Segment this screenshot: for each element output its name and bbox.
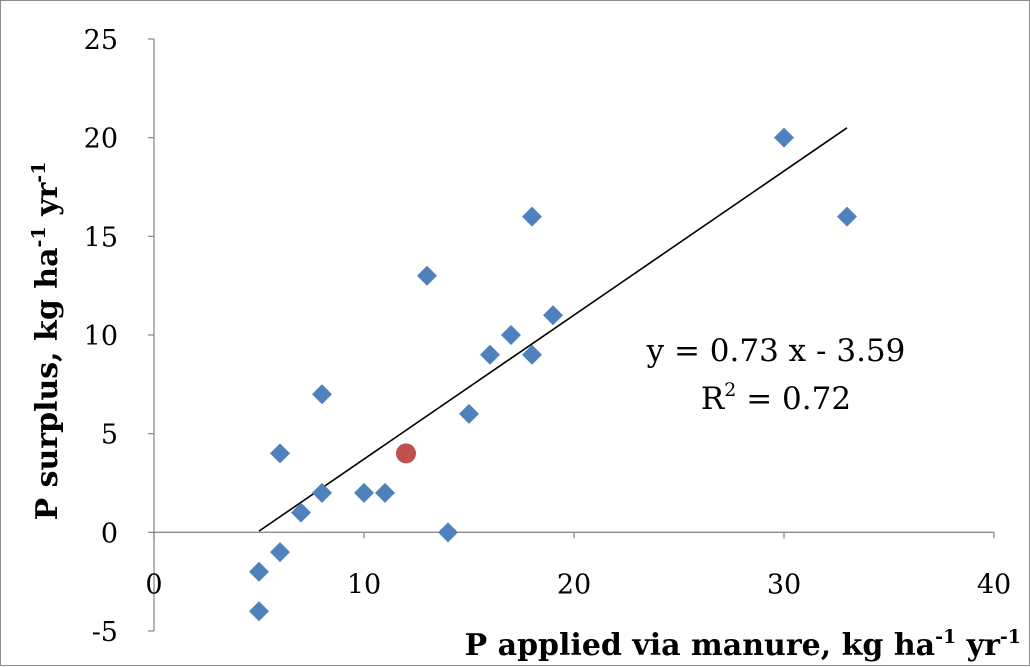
trendline-equation: y = 0.73 x - 3.59 xyxy=(646,333,906,369)
data-point-diamond xyxy=(249,561,269,582)
r-squared-value: = 0.72 xyxy=(736,381,851,417)
y-tick-label: 5 xyxy=(101,420,118,451)
data-point-diamond xyxy=(480,344,500,365)
y-tick-label: 15 xyxy=(84,222,118,253)
data-point-diamond xyxy=(291,502,311,523)
x-axis-title-mid: yr xyxy=(956,628,1001,663)
data-point-diamond xyxy=(837,206,857,227)
axes xyxy=(148,38,995,632)
data-point-diamond xyxy=(249,601,269,622)
y-axis-title-base: P surplus, kg ha xyxy=(30,247,65,520)
data-point-diamond xyxy=(270,443,290,464)
trendline-layer xyxy=(258,127,848,532)
x-axis-title: P applied via manure, kg ha-1 yr-1 xyxy=(465,626,1021,663)
data-point-diamond xyxy=(312,384,332,405)
x-tick-label: 30 xyxy=(767,569,801,600)
x-tick-label: 40 xyxy=(977,569,1011,600)
trendline xyxy=(258,127,848,532)
x-axis-title-exp1: -1 xyxy=(935,626,956,648)
data-point-diamond xyxy=(459,403,479,424)
r-squared-annotation: R2 = 0.72 xyxy=(701,379,851,417)
tick-labels: -5 0 5 10 15 20 25 0 10 20 30 40 xyxy=(84,25,1012,648)
x-tick-label: 0 xyxy=(145,569,162,600)
data-point-circle xyxy=(396,443,416,464)
data-point-diamond xyxy=(522,206,542,227)
data-point-diamond xyxy=(354,482,374,503)
data-point-diamond xyxy=(270,542,290,563)
y-tick-label: 25 xyxy=(84,25,118,56)
y-tick-label: 0 xyxy=(101,518,118,549)
y-axis-title-exp1: -1 xyxy=(28,226,50,247)
data-point-diamond xyxy=(375,482,395,503)
y-axis-title-mid: yr xyxy=(30,181,65,226)
data-point-diamond xyxy=(522,344,542,365)
data-point-diamond xyxy=(438,522,458,543)
data-point-diamond xyxy=(543,305,563,326)
data-point-diamond xyxy=(417,265,437,286)
y-axis-title: P surplus, kg ha-1 yr-1 xyxy=(28,162,65,521)
data-point-diamond xyxy=(312,482,332,503)
y-axis-title-exp2: -1 xyxy=(28,162,50,183)
data-point-diamond xyxy=(774,127,794,148)
data-point-diamond xyxy=(501,325,521,345)
y-tick-label: -5 xyxy=(92,617,118,648)
x-axis-title-exp2: -1 xyxy=(1000,626,1021,648)
x-tick-label: 20 xyxy=(557,569,591,600)
x-tick-label: 10 xyxy=(347,569,381,600)
x-axis-title-base: P applied via manure, kg ha xyxy=(465,628,935,663)
data-points xyxy=(249,127,857,622)
r-squared-exponent: 2 xyxy=(724,379,736,401)
y-tick-label: 10 xyxy=(84,321,118,352)
r-squared-symbol: R xyxy=(701,381,726,417)
y-tick-label: 20 xyxy=(84,124,118,155)
